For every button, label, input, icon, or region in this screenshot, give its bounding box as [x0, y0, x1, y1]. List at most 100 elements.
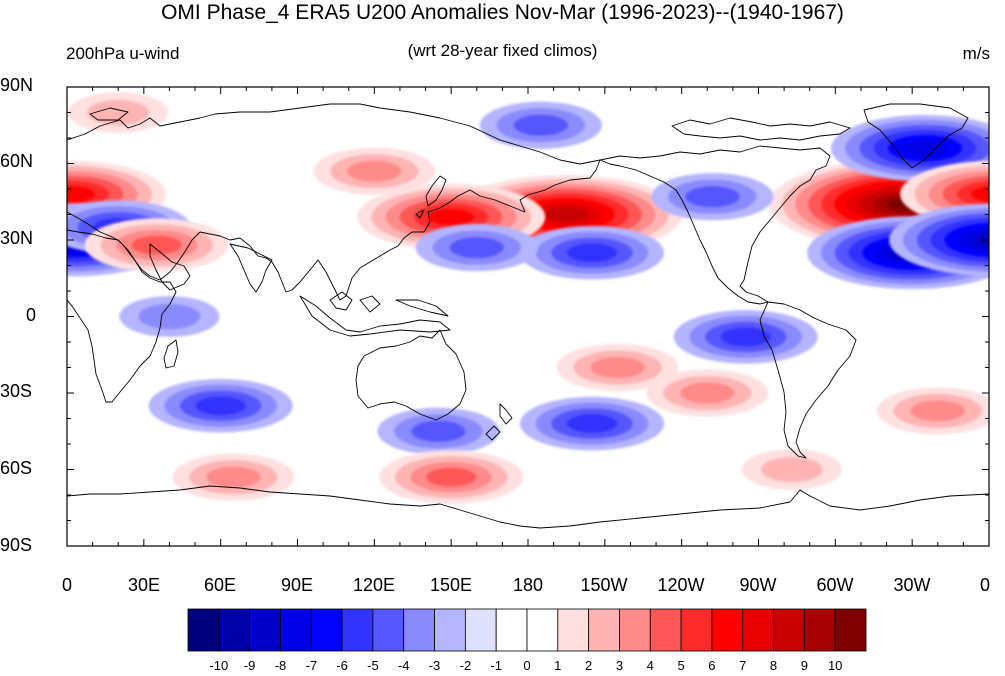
ylabel-30s: 30S: [0, 381, 33, 401]
ylabel-30n: 30N: [0, 228, 34, 248]
colorbar-label-11: 1: [554, 658, 562, 673]
xlabel-120e: 120E: [352, 575, 396, 595]
xlabel-60w: 60W: [816, 575, 854, 595]
xlabel-30e: 30E: [127, 575, 161, 595]
anomaly-contour-0-8: [544, 207, 589, 222]
anomaly-contour-4-6: [902, 140, 948, 157]
colorbar: [187, 608, 867, 652]
colorbar-label-7: -3: [428, 658, 441, 673]
colorbar-box-6: [372, 608, 405, 652]
colorbar-label-15: 5: [677, 658, 685, 673]
colorbar-label-9: -1: [490, 658, 502, 673]
colorbar-box-4: [310, 608, 343, 652]
anomaly-contour-10-3: [449, 237, 504, 259]
units-label: m/s: [962, 44, 990, 63]
colorbar-label-5: -5: [367, 658, 379, 673]
coastline-japan: [415, 175, 447, 219]
coastline-madagascar: [163, 339, 179, 369]
anomaly-contour-1-6: [428, 209, 474, 226]
colorbar-label-0: -10: [209, 658, 229, 673]
xlabel-150w: 150W: [580, 575, 628, 595]
colorbar-label-8: -2: [459, 658, 472, 673]
colorbar-box-9: [464, 608, 497, 652]
xlabel-30w: 30W: [893, 575, 931, 595]
colorbar-label-19: 9: [800, 658, 808, 673]
xlabel-150e: 150E: [429, 575, 473, 595]
anomaly-contour-11-3: [685, 186, 740, 208]
anomaly-contour-14-2: [138, 303, 201, 330]
anomaly-contour-25-3: [680, 382, 735, 404]
colorbar-box-12: [557, 608, 590, 652]
xlabel-120w: 120W: [657, 575, 705, 595]
chart-title: OMI Phase_4 ERA5 U200 Anomalies Nov-Mar …: [161, 1, 844, 24]
colorbar-box-0: [187, 608, 220, 652]
colorbar-label-18: 8: [769, 658, 778, 673]
colorbar-box-5: [341, 608, 374, 652]
coastline-new-zealand: [485, 403, 513, 441]
coastline-africa: [67, 229, 177, 403]
coastline-south-america: [759, 301, 857, 459]
anomaly-contour-12-3: [513, 114, 568, 136]
coastline-arctic-islands: [89, 107, 851, 141]
colorbar-label-2: -8: [274, 658, 287, 673]
colorbar-box-15: [649, 608, 682, 652]
anomaly-contour-16-4: [195, 396, 246, 416]
ylabel-90n: 90N: [0, 75, 34, 95]
anomaly-contour-24-2: [760, 456, 823, 483]
anomaly-contour-19-3: [590, 357, 645, 378]
colorbar-box-21: [834, 608, 867, 652]
colorbar-box-3: [280, 608, 312, 652]
coastline-india: [229, 243, 273, 293]
coastlines: [67, 103, 989, 529]
colorbar-box-19: [773, 608, 805, 652]
coastline-arabia: [149, 243, 191, 291]
colorbar-box-17: [711, 608, 744, 652]
colorbar-label-6: -4: [397, 658, 410, 673]
variable-label: 200hPa u-wind: [66, 44, 180, 63]
anomaly-contour-20-3: [910, 400, 965, 422]
coastline-greenland: [863, 103, 969, 169]
anomaly-contour-23-2: [87, 99, 150, 126]
coastline-north-america: [599, 145, 831, 305]
colorbar-box-8: [434, 608, 466, 652]
anomaly-contour-21-3: [206, 466, 261, 488]
axis-ticks: [66, 86, 990, 547]
anomaly-contour-5-6: [67, 186, 95, 203]
anomaly-field: [67, 92, 989, 504]
colorbar-label-12: 2: [584, 658, 593, 673]
xlabel-0-east: 0: [979, 575, 990, 595]
colorbar-box-20: [803, 608, 836, 652]
anomaly-contour-9-4: [567, 243, 618, 263]
colorbar-label-4: -6: [336, 658, 348, 673]
anomaly-contour-18-3: [411, 420, 466, 442]
colorbar-label-13: 3: [615, 658, 624, 673]
xlabel-90e: 90E: [280, 575, 314, 595]
anomaly-contour-wrap-6-7: [972, 232, 989, 248]
colorbar-label-3: -7: [305, 658, 318, 673]
colorbar-label-16: 6: [708, 658, 716, 673]
colorbar-box-18: [742, 608, 774, 652]
colorbar-label-14: 4: [646, 658, 654, 673]
anomaly-contour-17-4: [567, 414, 618, 433]
anomaly-contour-wrap-5-6: [971, 186, 989, 202]
coastline-antarctica: [67, 485, 989, 529]
colorbar-label-20: 10: [827, 658, 843, 673]
anomaly-contour-15-4: [720, 327, 771, 347]
ylabel-60n: 60N: [0, 151, 34, 171]
colorbar-label-10: 0: [523, 658, 531, 673]
anomaly-contour-8-4: [131, 235, 182, 255]
xlabel-180: 180: [512, 575, 544, 595]
ylabel-90s: 90S: [0, 535, 33, 555]
xlabel-60e: 60E: [203, 575, 237, 595]
anomaly-contour-13-3: [347, 160, 402, 182]
coastline-europe-asia: [67, 103, 601, 301]
colorbar-box-1: [218, 608, 251, 652]
colorbar-box-13: [588, 608, 620, 652]
colorbar-box-2: [249, 608, 281, 652]
colorbar-label-17: 7: [739, 658, 747, 673]
coastline-australia: [355, 329, 467, 421]
colorbar-box-10: [495, 608, 528, 652]
ylabel-60s: 60S: [0, 458, 33, 478]
colorbar-box-7: [403, 608, 435, 652]
